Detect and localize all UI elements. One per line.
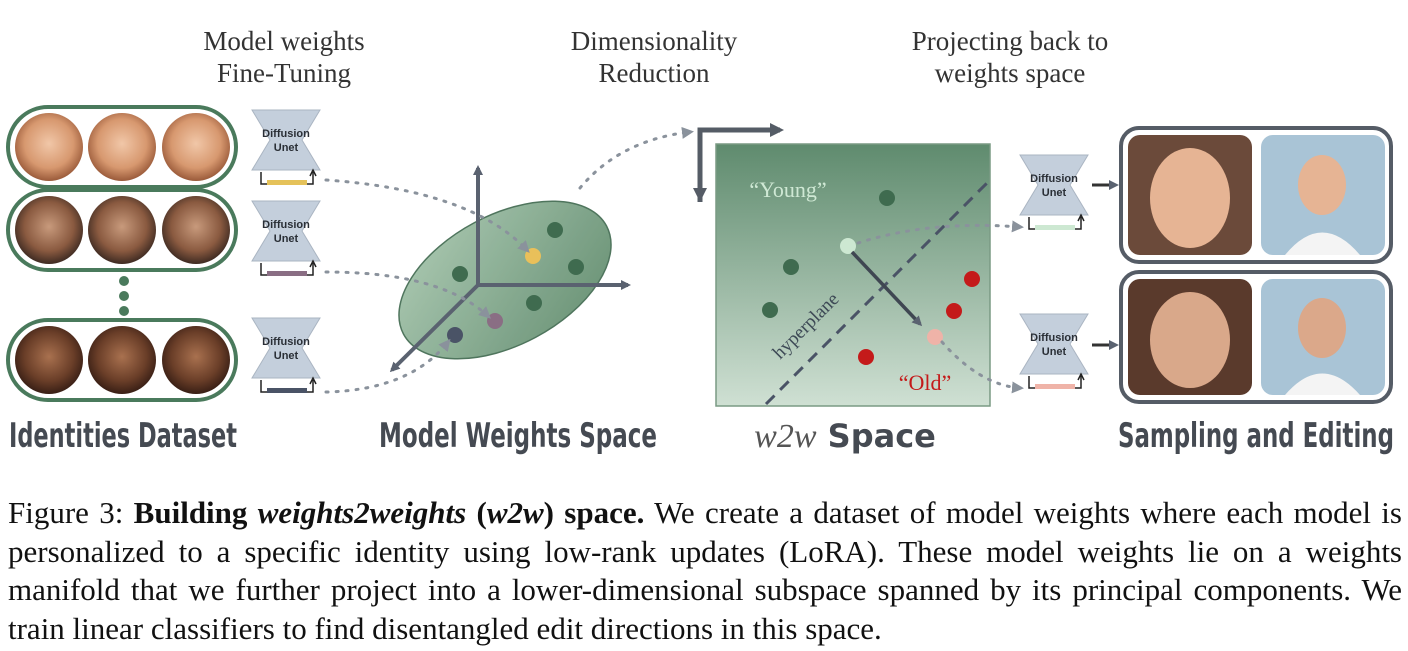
projection-arrows (856, 220, 1024, 394)
w2w-point (927, 329, 943, 345)
svg-text:Unet: Unet (1042, 187, 1067, 199)
lora-bar (1035, 225, 1075, 230)
w2w-point (946, 303, 962, 319)
svg-text:Diffusion: Diffusion (1030, 173, 1078, 185)
caption-body: We create a dataset of model weights whe… (8, 495, 1402, 646)
svg-text:Unet: Unet (274, 142, 299, 154)
unet-block: Diffusion Unet (1019, 154, 1089, 230)
lora-bar (267, 180, 307, 185)
caption-paren-close: ) space. (543, 495, 645, 530)
svg-text:Unet: Unet (274, 233, 299, 245)
edit-direction-arrow (850, 250, 923, 327)
caption-fig-label: Figure 3: (8, 495, 124, 530)
face-thumbnail (15, 196, 83, 264)
dimred-label-line2: Reduction (599, 58, 710, 88)
face-thumbnail (162, 196, 230, 264)
old-label: “Old” (899, 370, 952, 395)
weight-point (452, 266, 468, 282)
unet-block: Diffusion Unet (251, 317, 321, 393)
finetune-label-line1: Model weights (203, 26, 364, 56)
caption-w2w: w2w (486, 495, 544, 530)
weight-point (526, 295, 542, 311)
w2w-point (840, 238, 856, 254)
identity-row-3 (6, 318, 238, 402)
unet-block: Diffusion Unet (1019, 313, 1089, 389)
weight-point (568, 259, 584, 275)
svg-text:Diffusion: Diffusion (262, 219, 310, 231)
svg-text:Unet: Unet (274, 350, 299, 362)
w2w-point (783, 259, 799, 275)
face-thumbnail (15, 326, 83, 394)
w2w-point (858, 349, 874, 365)
finetune-label-line2: Fine-Tuning (217, 58, 351, 88)
section-title-sampling: Sampling and Editing (1118, 416, 1394, 456)
face-thumbnail (88, 113, 156, 181)
w2w-point (762, 302, 778, 318)
caption-paren-open: ( (476, 495, 487, 530)
unet-block: Diffusion Unet (251, 109, 321, 185)
w2w-panel: “Young” “Old” hyperplane (693, 123, 991, 407)
weight-point (447, 327, 463, 343)
face-thumbnail (88, 196, 156, 264)
young-label: “Young” (749, 177, 826, 202)
caption-bold-lead: Building (133, 495, 248, 530)
weights-manifold (389, 165, 631, 373)
svg-text:Unet: Unet (1042, 346, 1067, 358)
svg-text:Diffusion: Diffusion (262, 128, 310, 140)
identity-row-2 (6, 188, 238, 272)
face-thumbnail (162, 113, 230, 181)
finetune-arrows (324, 126, 694, 394)
section-title-identities: Identities Dataset (9, 416, 237, 456)
sampled-identity-panel (1119, 126, 1393, 264)
lora-bar (1035, 384, 1075, 389)
weight-point (547, 222, 563, 238)
figure-caption: Figure 3: Building weights2weights (w2w)… (8, 494, 1402, 648)
w2w-point (964, 271, 980, 287)
face-thumbnail (88, 326, 156, 394)
edited-identity-panel (1119, 270, 1393, 404)
svg-text:Diffusion: Diffusion (262, 336, 310, 348)
identity-row-1 (6, 105, 238, 189)
face-thumbnail (15, 113, 83, 181)
lora-bar (267, 388, 307, 393)
weight-point (487, 313, 503, 329)
project-label-line2: weights space (935, 58, 1086, 88)
svg-text:Diffusion: Diffusion (1030, 332, 1078, 344)
dimred-label-line1: Dimensionality (571, 26, 738, 56)
ellipsis-dots (119, 276, 129, 316)
project-label-line1: Projecting back to (912, 26, 1108, 56)
weight-point (525, 248, 541, 264)
section-title-weights-space: Model Weights Space (379, 416, 657, 456)
section-title-w2w: w2w Space (754, 417, 936, 455)
lora-bar (267, 271, 307, 276)
w2w-figure: Model weights Fine-Tuning Dimensionality… (6, 26, 1394, 456)
caption-bold-italic: weights2weights (257, 495, 467, 530)
face-thumbnail (162, 326, 230, 394)
unet-block: Diffusion Unet (251, 200, 321, 276)
w2w-point (879, 190, 895, 206)
